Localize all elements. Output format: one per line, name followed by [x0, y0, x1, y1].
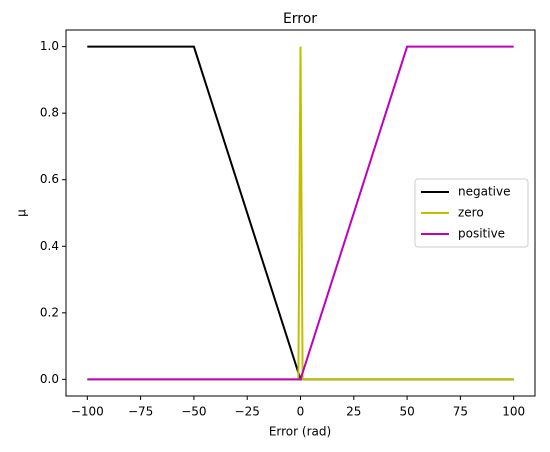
x-tick-label: −50 [181, 405, 206, 419]
legend-box [414, 178, 529, 248]
x-tick-label: 100 [502, 405, 525, 419]
x-tick-label: −100 [71, 405, 104, 419]
legend-label: positive [458, 227, 505, 241]
y-tick-label: 0.4 [40, 239, 59, 253]
y-tick-label: 0.0 [40, 372, 59, 386]
legend: negative zero positive [414, 178, 529, 248]
legend-label: negative [458, 185, 510, 199]
x-tick-label: −25 [235, 405, 260, 419]
y-tick-label: 0.6 [40, 172, 59, 186]
x-tick-label: 0 [297, 405, 305, 419]
y-tick-label: 0.8 [40, 106, 59, 120]
y-tick-label: 0.2 [40, 305, 59, 319]
series-line [87, 45, 514, 381]
x-tick-label: 75 [453, 405, 468, 419]
y-tick-label: 1.0 [40, 39, 59, 53]
y-axis-label: μ [15, 209, 29, 217]
x-tick-label: 25 [346, 405, 361, 419]
plot-frame [65, 29, 536, 397]
x-axis-label: Error (rad) [269, 425, 331, 439]
chart-title: Error [283, 11, 317, 27]
legend-label: zero [458, 206, 484, 220]
x-tick-label: 50 [399, 405, 414, 419]
x-tick-label: −75 [128, 405, 153, 419]
